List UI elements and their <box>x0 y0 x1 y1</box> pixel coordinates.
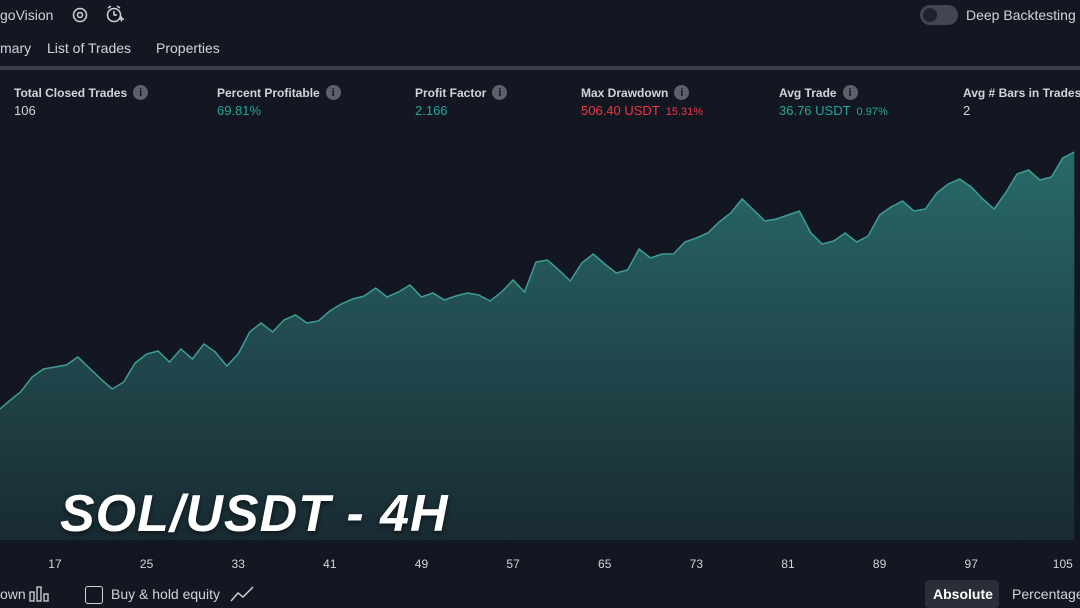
x-tick-label: 97 <box>965 557 979 571</box>
info-icon[interactable]: i <box>325 85 341 100</box>
plot-area <box>0 151 1075 540</box>
checkbox[interactable] <box>85 586 103 604</box>
x-axis-band <box>0 540 1080 580</box>
toggle-knob <box>923 8 937 22</box>
line-icon <box>230 586 254 602</box>
tab[interactable]: Properties <box>156 40 220 56</box>
button[interactable]: Absolute <box>933 586 993 602</box>
x-tick-label: 41 <box>323 557 337 571</box>
button[interactable]: Percentage <box>1012 586 1080 602</box>
info-icon[interactable]: i <box>674 85 690 100</box>
equity-area <box>0 152 1075 540</box>
metric-value: 2.166 <box>415 103 448 118</box>
app-name: goVision <box>0 7 54 23</box>
x-tick-label: 57 <box>506 557 520 571</box>
metric-label-text: Profit Factor <box>415 85 487 100</box>
metric-label: Avg Trade i <box>779 85 858 100</box>
overlay-title: SOL/USDT - 4H <box>60 485 449 543</box>
metric-label-text: Percent Profitable <box>217 85 320 100</box>
x-tick-label: 105 <box>1053 557 1073 571</box>
metric-label-text: Avg Trade <box>779 85 837 100</box>
x-tick-label: 17 <box>48 557 62 571</box>
metric-label-text: Total Closed Trades <box>14 85 128 100</box>
x-tick-label: 49 <box>415 557 429 571</box>
info-icon[interactable]: i <box>842 85 858 100</box>
metric-sub: 0.97% <box>856 106 888 118</box>
bars-icon[interactable] <box>29 585 49 603</box>
metric-value: 506.40 USDT 15.31% <box>581 103 703 118</box>
settings-icon[interactable] <box>71 6 89 24</box>
checkbox-label[interactable]: Buy & hold equity <box>111 586 220 602</box>
x-tick-label: 25 <box>140 557 154 571</box>
info-icon[interactable]: i <box>133 85 149 100</box>
footer-label: own <box>0 586 26 602</box>
alert-icon[interactable] <box>105 4 125 24</box>
x-tick-label: 65 <box>598 557 612 571</box>
tab[interactable]: List of Trades <box>47 40 132 56</box>
metric-value: 36.76 USDT 0.97% <box>779 103 888 118</box>
x-tick-label: 33 <box>232 557 246 571</box>
info-icon[interactable]: i <box>492 85 508 100</box>
x-tick-label: 89 <box>873 557 887 571</box>
metric-label: Max Drawdown i <box>581 85 690 100</box>
tab[interactable]: mary <box>0 40 32 56</box>
equity-line <box>0 151 1075 410</box>
metric-label-text: Max Drawdown <box>581 85 669 100</box>
metric-label: Profit Factor i <box>415 85 508 100</box>
tab-separator <box>0 66 1080 70</box>
toggle-label: Deep Backtesting <box>966 7 1076 23</box>
x-tick-label: 73 <box>690 557 704 571</box>
metric-value-text: 506.40 USDT <box>581 103 660 118</box>
metric-label: Total Closed Trades i <box>14 85 149 100</box>
x-axis: 17 25 33 41 49 57 65 73 81 89 97 105 <box>48 557 1073 571</box>
metric-value: 106 <box>14 103 36 118</box>
button-bg <box>925 580 999 608</box>
metric-sub: 15.31% <box>665 106 704 118</box>
metric-label-text: Avg # Bars in Trades <box>963 85 1080 100</box>
x-tick-label: 81 <box>781 557 795 571</box>
toggle[interactable] <box>920 5 958 25</box>
metric-value-text: 36.76 USDT <box>779 103 851 118</box>
metric-value: 69.81% <box>217 103 262 118</box>
metric-label: Percent Profitable i <box>217 85 341 100</box>
metric-value: 2 <box>963 103 971 118</box>
